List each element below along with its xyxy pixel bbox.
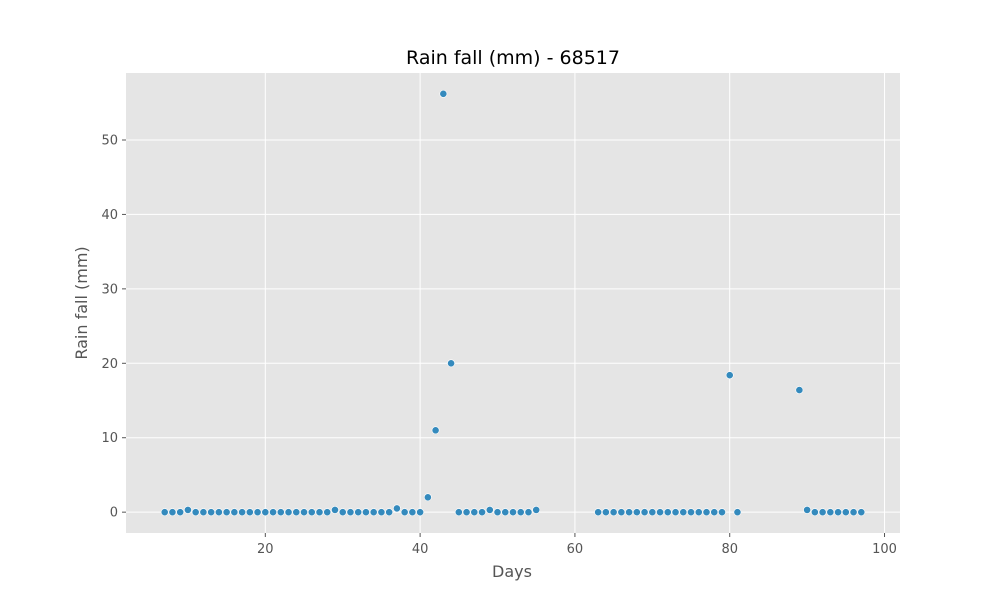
x-tick-label: 40: [412, 542, 429, 557]
chart-title: Rain fall (mm) - 68517: [406, 47, 620, 69]
data-point: [493, 508, 502, 517]
data-point: [392, 504, 401, 513]
data-point: [501, 508, 510, 517]
data-point: [601, 508, 610, 517]
data-point: [377, 508, 386, 517]
data-point: [656, 508, 664, 517]
data-point: [509, 508, 517, 517]
data-point: [346, 508, 355, 517]
x-tick-label: 80: [721, 542, 738, 557]
data-point: [176, 508, 185, 517]
data-point: [810, 508, 819, 517]
data-point: [400, 508, 409, 517]
data-point: [725, 371, 734, 380]
data-point: [694, 508, 703, 517]
data-point: [369, 508, 378, 517]
data-point: [284, 508, 293, 517]
data-point: [594, 508, 603, 517]
data-point: [168, 508, 177, 517]
y-tick-label: 0: [110, 506, 118, 521]
data-point: [338, 508, 347, 517]
data-point: [609, 508, 618, 517]
data-point: [222, 508, 231, 517]
data-points: [160, 89, 866, 517]
data-point: [230, 508, 239, 517]
data-point: [679, 508, 688, 517]
x-tick-label: 20: [257, 542, 274, 557]
data-point: [416, 508, 425, 517]
y-tick-label: 50: [101, 133, 118, 148]
data-point: [663, 508, 672, 517]
data-point: [184, 506, 192, 514]
data-point: [640, 508, 649, 517]
y-tick-label: 10: [101, 431, 118, 446]
y-tick-label: 40: [101, 208, 118, 223]
data-point: [362, 508, 370, 517]
data-point: [524, 508, 533, 517]
data-point: [834, 508, 842, 517]
data-point: [261, 508, 270, 517]
y-tick-label: 20: [101, 357, 118, 372]
data-point: [276, 508, 285, 517]
data-point: [671, 508, 680, 517]
data-point: [485, 506, 494, 514]
data-point: [710, 508, 719, 517]
data-point: [687, 508, 695, 517]
data-point: [625, 508, 633, 517]
data-point: [408, 508, 417, 517]
data-point: [331, 506, 339, 514]
x-tick-label: 60: [567, 542, 584, 557]
data-point: [648, 508, 657, 517]
data-point: [300, 508, 308, 517]
data-point: [702, 508, 711, 517]
y-axis-label: Rain fall (mm): [72, 246, 91, 359]
data-point: [447, 359, 455, 368]
data-point: [160, 508, 169, 517]
data-point: [849, 508, 858, 517]
data-point: [307, 508, 316, 517]
data-point: [245, 508, 254, 517]
data-point: [632, 508, 641, 517]
data-point: [269, 508, 277, 517]
x-axis-label: Days: [492, 562, 532, 581]
data-point: [462, 508, 471, 517]
data-point: [191, 508, 200, 517]
data-point: [238, 508, 246, 517]
data-point: [516, 508, 525, 517]
data-point: [439, 89, 448, 98]
data-point: [207, 508, 216, 517]
data-point: [617, 508, 626, 517]
data-point: [199, 508, 208, 517]
data-point: [454, 508, 463, 517]
data-point: [354, 508, 363, 517]
data-point: [795, 386, 804, 394]
axis-ticks: 20 40 60 80 100 0 10 20 30 40 50: [101, 133, 896, 557]
data-point: [470, 508, 479, 517]
data-point: [423, 493, 432, 502]
y-tick-label: 30: [101, 282, 118, 297]
data-point: [532, 506, 541, 514]
data-point: [733, 508, 742, 517]
x-tick-label: 100: [872, 542, 897, 557]
data-point: [818, 508, 827, 517]
data-point: [292, 508, 301, 517]
data-point: [826, 508, 835, 517]
data-point: [315, 508, 324, 517]
plot-area: [126, 73, 900, 533]
data-point: [214, 508, 223, 517]
data-point: [803, 506, 812, 514]
data-point: [841, 508, 850, 517]
data-point: [385, 508, 394, 517]
data-point: [857, 508, 866, 517]
data-point: [718, 508, 726, 517]
data-point: [323, 508, 332, 517]
data-point: [431, 426, 440, 435]
data-point: [253, 508, 262, 517]
data-point: [478, 508, 486, 517]
